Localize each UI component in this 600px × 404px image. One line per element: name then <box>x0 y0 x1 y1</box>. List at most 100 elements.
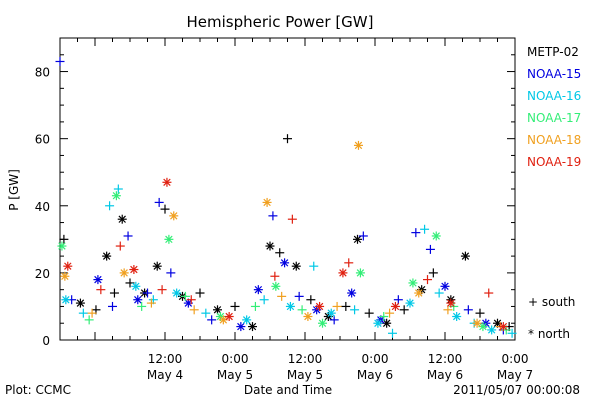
data-point-noaa-17 <box>408 278 418 288</box>
data-point-noaa-19 <box>338 268 348 278</box>
data-point-metp-02 <box>59 234 69 244</box>
data-point-noaa-16 <box>61 295 71 305</box>
data-point-noaa-19 <box>484 288 494 298</box>
data-point-metp-02 <box>230 301 240 311</box>
data-point-noaa-15 <box>143 288 152 298</box>
data-point-noaa-19 <box>498 322 508 332</box>
data-point-noaa-17 <box>271 281 281 291</box>
x-tick-label: 0:00 <box>222 352 249 366</box>
y-tick-label: 80 <box>35 66 50 80</box>
data-point-noaa-16 <box>131 281 141 291</box>
data-point-noaa-15 <box>347 288 357 298</box>
data-point-noaa-15 <box>166 268 176 278</box>
data-point-noaa-15 <box>154 197 164 207</box>
data-point-noaa-16 <box>350 305 360 315</box>
x-tick-label: 12:00 <box>428 352 463 366</box>
data-point-noaa-15 <box>329 315 339 325</box>
data-point-metp-02 <box>283 134 292 144</box>
data-point-noaa-18 <box>353 140 363 150</box>
data-point-noaa-17 <box>355 268 365 278</box>
plot-frame <box>59 37 516 341</box>
data-point-noaa-16 <box>78 308 88 318</box>
marker-key-item: * north <box>528 327 570 341</box>
data-point-noaa-17 <box>137 301 147 311</box>
data-point-noaa-16 <box>388 328 397 338</box>
y-axis: 0 20 40 60 80 <box>35 37 515 348</box>
data-point-noaa-17 <box>111 191 121 201</box>
y-tick-label: 60 <box>35 133 50 147</box>
data-point-noaa-18 <box>472 318 482 328</box>
data-point-noaa-16 <box>434 288 444 298</box>
x-axis: 12:00 May 4 0:00 May 5 12:00 May 5 0:00 May 6 12… <box>59 38 533 382</box>
y-tick-label: 20 <box>35 267 50 281</box>
legend-item: NOAA-19 <box>527 155 581 169</box>
data-point-noaa-19 <box>287 214 297 224</box>
data-point-metp-02 <box>275 248 285 258</box>
data-point-metp-02 <box>399 305 409 315</box>
data-point-noaa-19 <box>162 177 172 187</box>
data-point-noaa-18 <box>189 305 199 315</box>
data-point-noaa-17 <box>57 241 67 251</box>
data-point-noaa-19 <box>270 271 280 281</box>
y-tick-label: 40 <box>35 200 50 214</box>
legend-item: METP-02 <box>527 45 579 59</box>
data-point-noaa-18 <box>332 301 342 311</box>
data-point-metp-02 <box>160 204 170 214</box>
data-point-noaa-15 <box>294 291 304 301</box>
data-point-noaa-15 <box>55 56 65 66</box>
data-point-noaa-18 <box>262 197 272 207</box>
data-point-noaa-19 <box>390 301 400 311</box>
x-tick-label: 0:00 <box>502 352 529 366</box>
data-point-noaa-18 <box>87 308 97 318</box>
data-point-noaa-17 <box>297 305 307 315</box>
data-point-metp-02 <box>341 301 351 311</box>
x-axis-label: Date and Time <box>244 383 332 397</box>
data-point-noaa-15 <box>93 275 103 285</box>
data-point-noaa-15 <box>440 281 450 291</box>
data-point-metp-02 <box>265 241 275 251</box>
data-point-noaa-19 <box>224 312 234 322</box>
data-point-noaa-15 <box>133 295 143 305</box>
data-point-noaa-19 <box>446 298 456 308</box>
data-point-metp-02 <box>291 261 301 271</box>
legend-item: NOAA-17 <box>527 111 581 125</box>
footer-timestamp: 2011/05/07 00:00:08 <box>453 383 580 397</box>
data-point-noaa-19 <box>186 295 196 305</box>
data-point-noaa-18 <box>277 291 287 301</box>
data-point-metp-02 <box>353 234 362 244</box>
data-point-metp-02 <box>460 251 470 261</box>
data-point-noaa-19 <box>423 275 432 285</box>
data-point-noaa-18 <box>119 268 129 278</box>
data-point-metp-02 <box>382 318 392 328</box>
chart-title: Hemispheric Power [GW] <box>187 13 374 31</box>
data-point-noaa-16 <box>105 201 115 211</box>
data-point-noaa-18 <box>414 288 424 298</box>
data-point-noaa-18 <box>169 211 179 221</box>
legend-item: NOAA-16 <box>527 89 581 103</box>
x-tick-label: 12:00 <box>148 352 183 366</box>
data-point-noaa-19 <box>63 261 73 271</box>
data-point-noaa-15 <box>280 258 290 268</box>
footer-credit: Plot: CCMC <box>5 383 71 397</box>
data-point-noaa-16 <box>507 328 517 338</box>
data-point-metp-02 <box>195 288 205 298</box>
data-point-noaa-16 <box>201 308 211 318</box>
data-point-noaa-18 <box>60 271 70 281</box>
legend-item: NOAA-15 <box>527 67 581 81</box>
data-point-noaa-15 <box>393 295 403 305</box>
data-point-noaa-17 <box>318 318 327 328</box>
data-point-noaa-16 <box>242 315 252 325</box>
data-point-noaa-15 <box>268 211 278 221</box>
data-point-noaa-17 <box>84 315 94 325</box>
y-axis-label: P [GW] <box>7 169 21 211</box>
data-point-metp-02 <box>248 322 257 332</box>
data-point-noaa-16 <box>420 224 430 234</box>
data-point-noaa-18 <box>146 298 156 308</box>
y-tick-label: 0 <box>42 334 50 348</box>
data-point-noaa-15 <box>236 322 246 332</box>
data-point-noaa-15 <box>207 315 217 325</box>
data-point-noaa-16 <box>373 318 383 328</box>
x-tick-label: 12:00 <box>288 352 323 366</box>
data-point-noaa-15 <box>253 285 263 295</box>
